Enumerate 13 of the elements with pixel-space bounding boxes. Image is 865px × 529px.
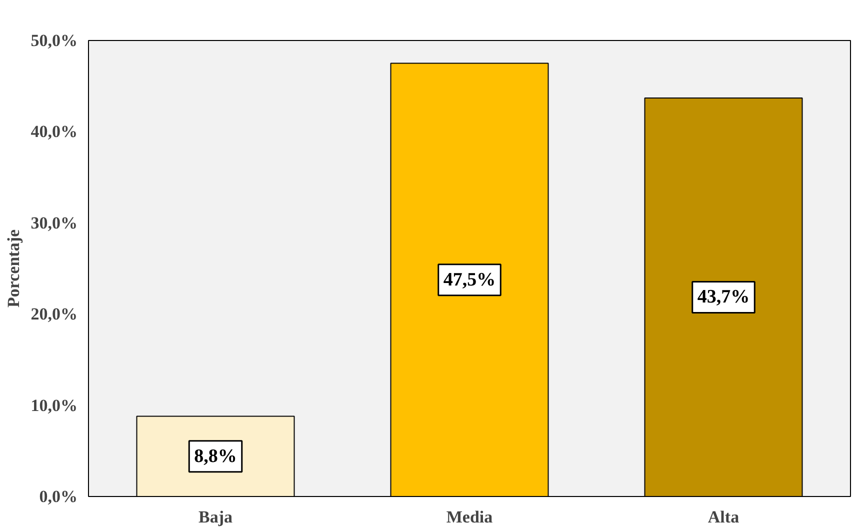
x-tick-label: Media bbox=[446, 508, 494, 526]
y-tick-label: 40,0% bbox=[30, 122, 78, 142]
data-label: 47,5% bbox=[443, 269, 496, 290]
data-label: 43,7% bbox=[697, 286, 750, 308]
data-label: 8,8% bbox=[194, 446, 237, 467]
x-tick-label: Alta bbox=[708, 508, 740, 526]
y-tick-label: 0,0% bbox=[39, 487, 78, 506]
y-axis-title: Porcentaje bbox=[4, 229, 23, 308]
y-tick-label: 50,0% bbox=[30, 31, 78, 50]
y-tick-label: 20,0% bbox=[30, 304, 78, 324]
y-tick-label: 10,0% bbox=[30, 396, 78, 415]
x-tick-label: Baja bbox=[198, 508, 233, 526]
y-tick-label: 30,0% bbox=[30, 213, 78, 232]
